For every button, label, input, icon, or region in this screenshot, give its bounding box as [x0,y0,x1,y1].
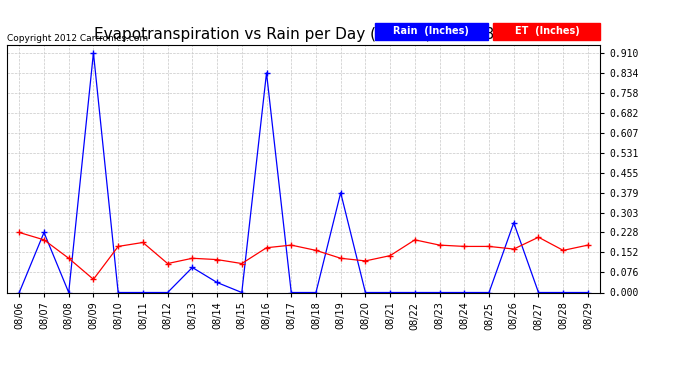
Text: Copyright 2012 Cartronics.com: Copyright 2012 Cartronics.com [7,33,148,42]
FancyBboxPatch shape [375,23,488,40]
FancyBboxPatch shape [493,23,600,40]
Title: Evapotranspiration vs Rain per Day (Inches) 20120830: Evapotranspiration vs Rain per Day (Inch… [94,27,513,42]
Text: ET  (Inches): ET (Inches) [515,26,580,36]
Text: Rain  (Inches): Rain (Inches) [393,26,469,36]
